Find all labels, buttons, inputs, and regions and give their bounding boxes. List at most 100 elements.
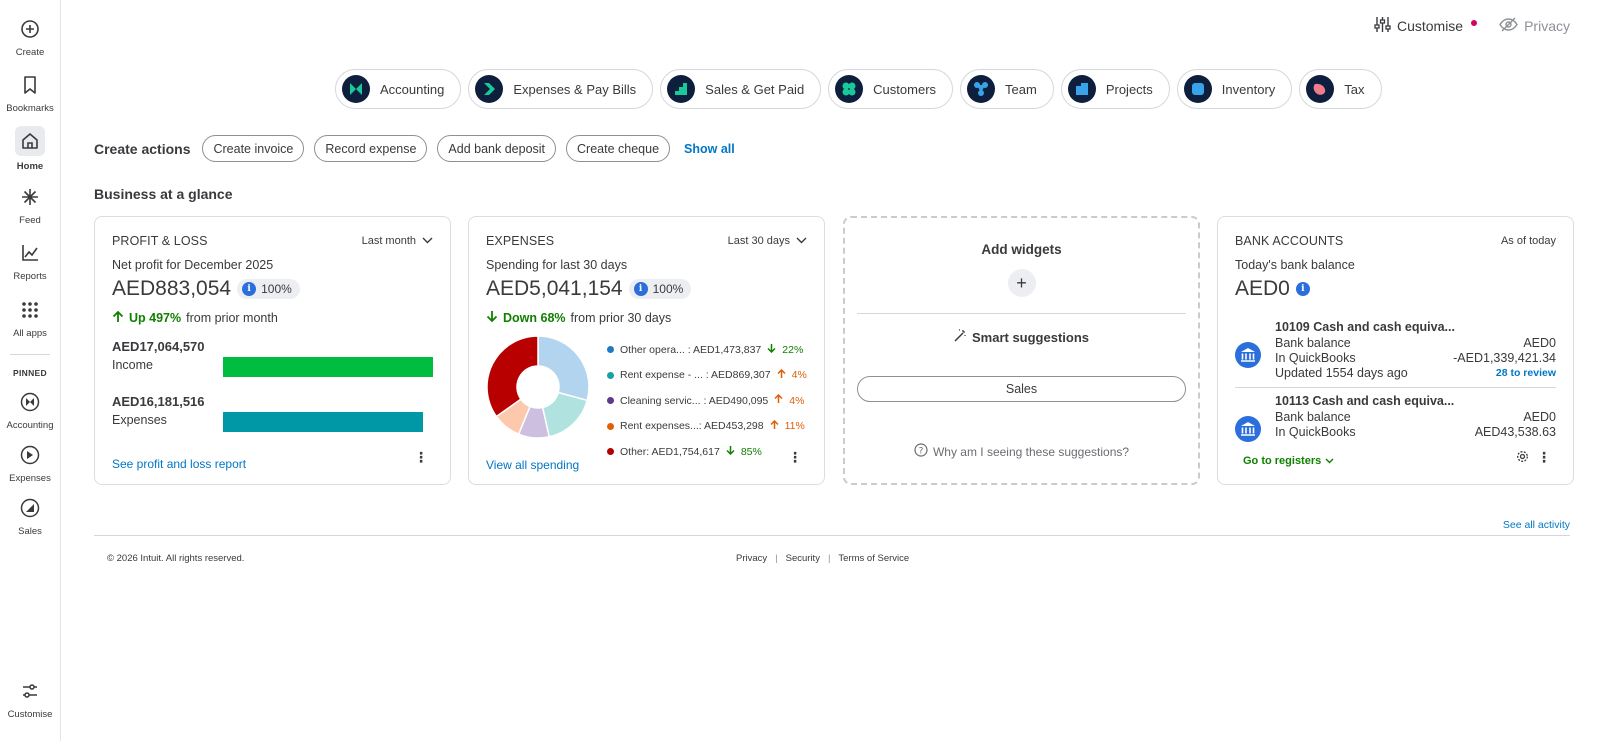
rail-divider — [10, 354, 50, 355]
bank-balance-label: Bank balance — [1275, 336, 1351, 350]
expenses-accuracy-badge[interactable]: i 100% — [628, 279, 692, 299]
bank-more-menu-icon[interactable]: ⋮ — [1537, 449, 1551, 465]
rail-pinned-accounting[interactable]: Accounting — [0, 389, 60, 431]
why-suggestions-label: Why am I seeing these suggestions? — [932, 444, 1130, 459]
inventory-icon — [1183, 75, 1212, 103]
rail-bookmarks[interactable]: Bookmarks — [0, 72, 60, 114]
footer-separator: | — [827, 553, 831, 564]
rail-pinned-expenses[interactable]: Expenses — [0, 442, 60, 484]
pl-subtitle: Net profit for December 2025 — [112, 258, 274, 272]
pl-income-label: Income — [112, 358, 153, 372]
create-cheque-button[interactable]: Create cheque — [566, 135, 671, 162]
legend-item[interactable]: Rent expense - ... : AED869,307 4% — [607, 363, 807, 389]
footer-privacy-link[interactable]: Privacy — [736, 553, 768, 564]
customise-button[interactable]: Customise — [1374, 16, 1478, 36]
bank-list-mask — [1218, 444, 1573, 459]
legend-item[interactable]: Cleaning servic... : AED490,095 4% — [607, 388, 807, 414]
bank-subtitle: Today's bank balance — [1235, 258, 1355, 272]
legend-pct: 22% — [782, 343, 804, 356]
arrow-down-icon — [726, 445, 735, 458]
rail-feed-label: Feed — [19, 215, 41, 226]
go-to-registers-link[interactable]: Go to registers — [1243, 455, 1334, 467]
create-invoice-button[interactable]: Create invoice — [202, 135, 305, 162]
rail-customise-label: Customise — [7, 709, 53, 720]
see-pl-report-link[interactable]: See profit and loss report — [112, 457, 247, 471]
bank-divider — [1235, 387, 1556, 388]
app-expenses[interactable]: Expenses & Pay Bills — [468, 69, 654, 109]
rail-bookmarks-label: Bookmarks — [6, 103, 54, 114]
app-accounting-label: Accounting — [380, 81, 445, 97]
app-accounting[interactable]: Accounting — [335, 69, 462, 109]
view-all-spending-link[interactable]: View all spending — [486, 458, 580, 472]
app-projects-label: Projects — [1105, 81, 1153, 97]
app-tax[interactable]: Tax — [1299, 69, 1382, 109]
svg-text:?: ? — [919, 447, 924, 457]
customers-icon — [835, 75, 864, 103]
arrow-up-icon — [777, 368, 786, 382]
expenses-legend: Other opera... : AED1,473,837 22% Rent ex… — [607, 337, 807, 465]
footer-terms-link[interactable]: Terms of Service — [838, 553, 910, 564]
footer-security-link[interactable]: Security — [785, 553, 820, 564]
expenses-trend: Down 68% from prior 30 days — [486, 310, 671, 326]
see-all-activity-link[interactable]: See all activity — [1502, 519, 1570, 531]
smart-suggestions-heading: Smart suggestions — [845, 329, 1198, 345]
pl-more-menu-icon[interactable]: ⋮ — [414, 449, 428, 465]
info-icon[interactable]: i — [1295, 282, 1310, 296]
sliders-icon — [1374, 16, 1391, 36]
bank-account-row[interactable]: 10113 Cash and cash equiva... Bank balan… — [1235, 394, 1556, 442]
expenses-period-dropdown[interactable]: Last 30 days — [728, 235, 807, 247]
to-review-link[interactable]: 28 to review — [1495, 367, 1556, 379]
add-widget-button[interactable]: + — [1007, 269, 1036, 297]
suggest-sales-button[interactable]: Sales — [857, 376, 1186, 402]
app-customers[interactable]: Customers — [828, 69, 954, 109]
donut-slice-0[interactable] — [537, 335, 590, 402]
pl-income-bar[interactable] — [223, 357, 433, 377]
show-all-link[interactable]: Show all — [684, 141, 735, 156]
app-expenses-label: Expenses & Pay Bills — [513, 81, 637, 97]
question-circle-icon: ? — [914, 443, 928, 460]
rail-feed[interactable]: Feed — [0, 184, 60, 226]
chevron-down-icon — [422, 235, 433, 247]
legend-item[interactable]: Rent expenses...: AED453,298 11% — [607, 414, 807, 440]
notification-dot — [1471, 20, 1478, 26]
rail-create[interactable]: Create — [0, 16, 60, 58]
privacy-toggle[interactable]: Privacy — [1499, 17, 1570, 35]
pl-accuracy-badge[interactable]: i 100% — [237, 279, 300, 299]
rail-customise[interactable]: Customise — [0, 678, 60, 720]
profit-loss-card: PROFIT & LOSS Last month Net profit for … — [94, 216, 451, 485]
expenses-donut-chart[interactable] — [486, 335, 590, 439]
app-inventory[interactable]: Inventory — [1176, 69, 1293, 109]
accounting-icon — [342, 75, 370, 103]
bank-account-row[interactable]: 10109 Cash and cash equiva... Bank balan… — [1235, 320, 1556, 381]
add-bank-deposit-button[interactable]: Add bank deposit — [437, 135, 557, 162]
arrow-down-icon — [767, 343, 776, 356]
pl-expenses-bar[interactable] — [223, 412, 423, 432]
donut-slice-4[interactable] — [486, 335, 539, 418]
app-team[interactable]: Team — [960, 69, 1054, 109]
add-widgets-card: Add widgets + Smart suggestions Sales ? … — [843, 216, 1200, 485]
app-projects[interactable]: Projects — [1060, 69, 1170, 109]
bank-title: BANK ACCOUNTS — [1235, 234, 1344, 248]
why-suggestions-link[interactable]: ? Why am I seeing these suggestions? — [845, 443, 1198, 460]
legend-item[interactable]: Other: AED1,754,617 85% — [607, 439, 807, 465]
sliders-icon — [17, 678, 43, 704]
qb-balance-label: In QuickBooks — [1275, 425, 1356, 439]
legend-label: Rent expense - ... : AED869,307 — [620, 369, 771, 382]
rail-reports[interactable]: Reports — [0, 240, 60, 282]
record-expense-button[interactable]: Record expense — [314, 135, 428, 162]
app-sales[interactable]: Sales & Get Paid — [660, 69, 822, 109]
legend-item[interactable]: Other opera... : AED1,473,837 22% — [607, 337, 807, 363]
donut-slice-1[interactable] — [541, 391, 589, 438]
legend-label: Other opera... : AED1,473,837 — [620, 343, 762, 356]
tax-icon — [1306, 75, 1335, 103]
pl-period-dropdown[interactable]: Last month — [362, 235, 433, 247]
bank-account-name: 10109 Cash and cash equiva... — [1275, 320, 1455, 334]
expenses-more-menu-icon[interactable]: ⋮ — [788, 449, 802, 465]
rail-home[interactable]: Home — [0, 126, 60, 172]
gear-icon[interactable] — [1516, 450, 1529, 468]
rail-pinned-sales[interactable]: Sales — [0, 495, 60, 537]
rail-all-apps[interactable]: All apps — [0, 297, 60, 339]
arrow-down-icon — [486, 310, 498, 326]
business-glance-title: Business at a glance — [94, 186, 233, 202]
sparkle-icon — [17, 184, 43, 210]
